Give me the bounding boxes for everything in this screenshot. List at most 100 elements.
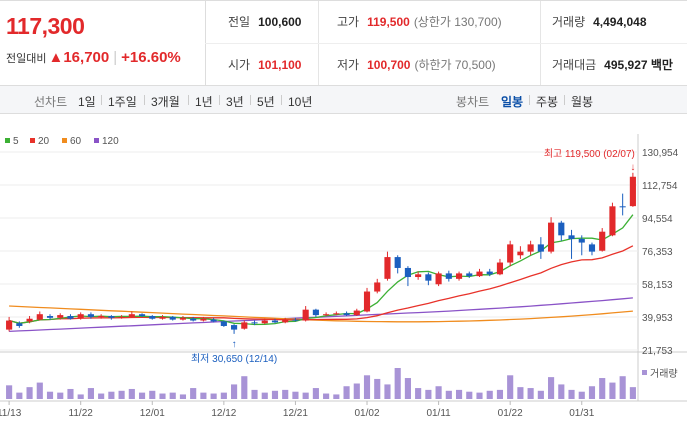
- price-box: 117,300 전일대비 ▲16,700 | +16.60%: [0, 1, 206, 85]
- x-tick-label: 01/31: [569, 408, 594, 419]
- prev-close-cell: 전일 100,600: [228, 13, 301, 30]
- separator: [219, 95, 220, 105]
- period-weekly[interactable]: 주봉: [536, 95, 559, 109]
- candle-body: [394, 257, 401, 268]
- volume-bar: [190, 388, 197, 399]
- open-label: 시가: [228, 58, 251, 72]
- candle-body: [415, 274, 422, 278]
- candle-chart-label: 봉차트: [456, 95, 490, 109]
- prev-close-value: 100,600: [258, 15, 302, 29]
- volume-bar: [374, 378, 381, 399]
- candle-body: [16, 323, 23, 326]
- separator: |: [113, 49, 118, 66]
- x-tick-label: 01/02: [355, 408, 380, 419]
- low-value: 100,700: [367, 58, 411, 72]
- change-label: 전일대비: [6, 53, 47, 65]
- period-1y[interactable]: 1년: [195, 95, 213, 109]
- legend-label: 120: [102, 136, 119, 147]
- candle-body: [292, 319, 299, 321]
- period-monthly[interactable]: 월봉: [571, 95, 594, 109]
- candle-body: [36, 314, 43, 320]
- volume-bar: [363, 375, 371, 399]
- volume-bar: [353, 383, 360, 399]
- candle-body: [619, 206, 626, 208]
- candle-body: [312, 309, 319, 316]
- low-annotation: 최저 30,650 (12/14): [191, 353, 277, 365]
- candle-body: [629, 176, 636, 207]
- ma120-line: [9, 297, 633, 333]
- period-1w[interactable]: 1주일: [108, 95, 137, 109]
- candle-body: [77, 314, 84, 318]
- candle-body: [210, 319, 217, 322]
- x-tick-label: 11/22: [69, 408, 94, 419]
- candle-body: [609, 206, 616, 236]
- separator: [144, 95, 145, 105]
- candle-body: [67, 316, 74, 319]
- low-label: 저가: [337, 58, 360, 72]
- volume-bar: [98, 393, 105, 399]
- y-tick-label: 21,753: [642, 346, 673, 357]
- candle-body: [384, 257, 391, 279]
- volume-bar: [282, 389, 289, 399]
- period-3y[interactable]: 3년: [226, 95, 244, 109]
- candle-body: [527, 244, 534, 252]
- up-arrow-icon: ↑: [232, 339, 237, 350]
- chart-svg[interactable]: 130,954 112,754 94,554 76,353 58,153 39,953 21…: [0, 114, 687, 437]
- candle-body: [231, 325, 238, 330]
- candle-body: [138, 314, 146, 317]
- prev-close-label: 전일: [228, 15, 251, 29]
- volume-value: 4,494,048: [593, 15, 647, 29]
- period-10y[interactable]: 10년: [288, 95, 313, 109]
- volume-bar: [537, 390, 544, 399]
- candle-body: [128, 314, 135, 317]
- legend-label: 20: [38, 136, 50, 147]
- candle-body: [98, 316, 105, 318]
- candle-body: [599, 231, 606, 251]
- volume-bar: [292, 391, 299, 399]
- candle-body: [353, 310, 360, 316]
- candle-body: [169, 316, 176, 320]
- x-tick-label: 12/12: [211, 408, 236, 419]
- volume-bar: [261, 392, 268, 399]
- quote-header: 117,300 전일대비 ▲16,700 | +16.60% 전일 100,600 고가…: [0, 0, 687, 86]
- separator: [529, 95, 530, 105]
- stock-chart[interactable]: 130,954 112,754 94,554 76,353 58,153 39,953 21…: [0, 114, 687, 437]
- candle-body: [46, 316, 54, 318]
- lower-limit: (하한가 70,500): [414, 58, 496, 72]
- volume-bar: [527, 388, 534, 399]
- candle-body: [455, 273, 463, 279]
- candle-body: [548, 222, 555, 252]
- period-5y[interactable]: 5년: [257, 95, 275, 109]
- volume-bar: [384, 384, 391, 399]
- candle-body: [323, 314, 330, 316]
- volume-legend-swatch: [642, 370, 647, 375]
- up-arrow-icon: ▲: [48, 49, 64, 66]
- low-cell: 저가 100,700 (하한가 70,500): [337, 56, 496, 73]
- ma20-line: [8, 245, 634, 324]
- legend-swatch: [62, 138, 67, 143]
- y-tick-label: 58,153: [642, 280, 673, 291]
- candle-body: [517, 251, 524, 256]
- volume-bar: [619, 376, 626, 399]
- candle-body: [537, 244, 544, 252]
- volume-bar: [558, 384, 565, 399]
- change-percent: +16.60%: [121, 49, 181, 66]
- trade-value-cell: 거래대금 495,927 백만: [552, 56, 673, 73]
- volume-bar: [466, 391, 473, 399]
- volume-bar: [77, 394, 84, 399]
- high-cell: 고가 119,500 (상한가 130,700): [337, 13, 502, 30]
- volume-bar: [200, 392, 207, 399]
- volume-bar: [118, 390, 125, 399]
- candle-body: [271, 320, 279, 323]
- period-3m[interactable]: 3개월: [151, 95, 180, 109]
- period-1d[interactable]: 1일: [78, 95, 96, 109]
- legend-swatch: [94, 138, 99, 143]
- volume-bar: [138, 392, 146, 399]
- volume-bar: [67, 388, 74, 399]
- y-tick-label: 112,754: [642, 181, 678, 192]
- y-tick-label: 94,554: [642, 214, 673, 225]
- x-tick-label: 12/21: [283, 408, 308, 419]
- period-daily[interactable]: 일봉: [501, 95, 524, 109]
- volume-bar: [568, 389, 575, 399]
- upper-limit: (상한가 130,700): [413, 15, 502, 29]
